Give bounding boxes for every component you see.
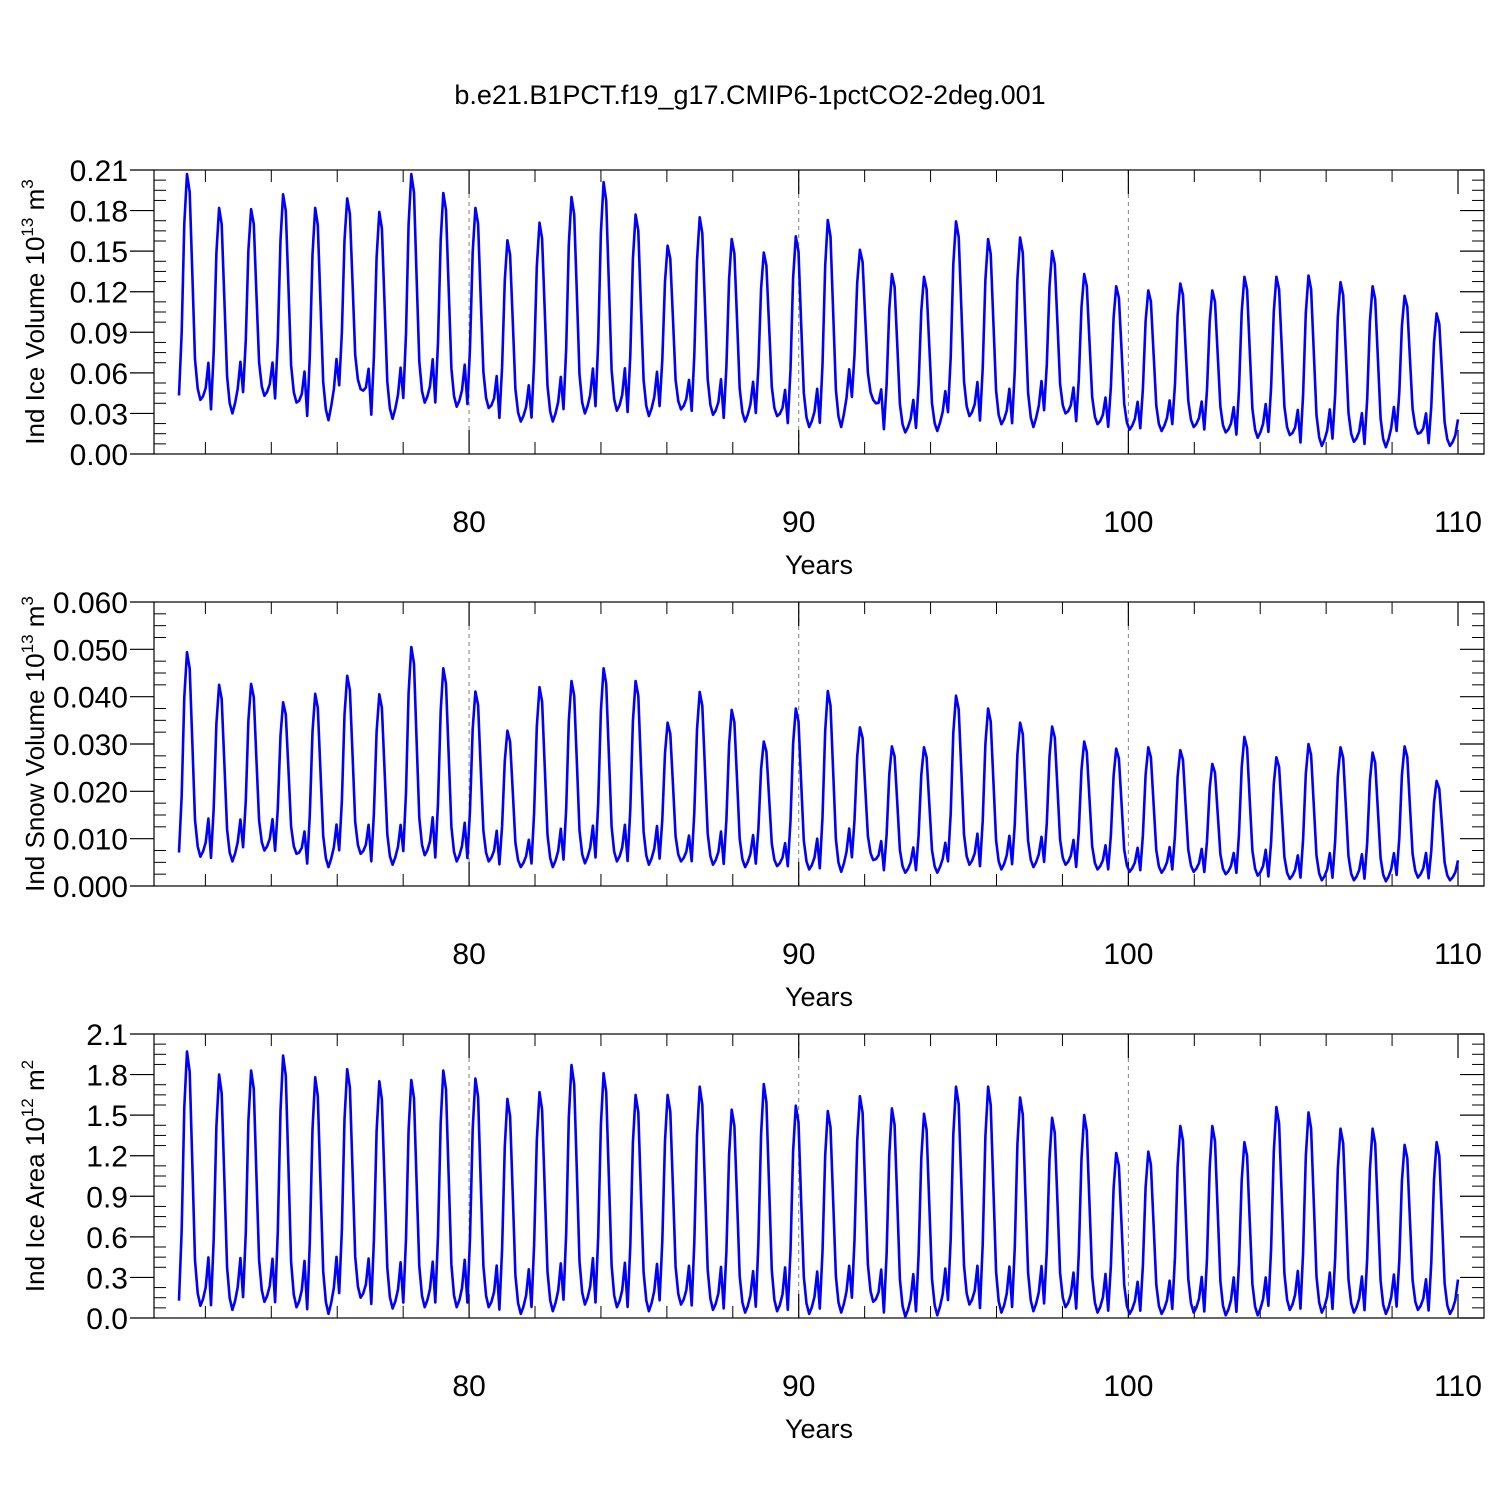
y-tick-label: 0.0 [86, 1303, 128, 1336]
snow-volume-chart: 0.000 0.010 0.020 0.030 0.040 0.050 0.060 80 90 1… [18, 587, 1485, 1012]
ice-volume-panel: 0.00 0.03 0.06 0.09 0.12 0.15 0.18 0.21 80 90 100 1… [0, 140, 1500, 580]
x-tick-label: 80 [452, 938, 485, 971]
ice-volume-chart: 0.00 0.03 0.06 0.09 0.12 0.15 0.18 0.21 80 90 100 1… [18, 155, 1485, 580]
y-tick-label: 0.060 [53, 587, 128, 620]
y-axis-label: Ind Ice Area 1012 m2 [18, 1060, 50, 1292]
x-tick-label: 90 [782, 506, 815, 539]
ice-area-chart: 0.0 0.3 0.6 0.9 1.2 1.5 1.8 2.1 80 90 100 110 Years I… [18, 1019, 1485, 1444]
y-tick-label: 0.9 [86, 1181, 128, 1214]
y-tick-label: 0.000 [53, 871, 128, 904]
x-axis-label: Years [785, 550, 853, 580]
x-axis-label: Years [785, 1414, 853, 1444]
x-tick-label: 110 [1434, 506, 1482, 539]
y-tick-label: 0.050 [53, 634, 128, 667]
x-tick-label: 110 [1434, 1370, 1482, 1403]
y-tick-label: 0.030 [53, 729, 128, 762]
y-tick-label: 1.2 [86, 1141, 128, 1174]
y-tick-label: 0.12 [70, 277, 128, 310]
y-tick-label: 0.03 [70, 398, 128, 431]
y-tick-label: 0.010 [53, 824, 128, 857]
y-tick-label: 1.5 [86, 1100, 128, 1133]
x-tick-label: 110 [1434, 938, 1482, 971]
series-line [177, 645, 1460, 883]
y-tick-label: 0.6 [86, 1222, 128, 1255]
y-tick-label: 0.040 [53, 682, 128, 715]
x-tick-label: 90 [782, 1370, 815, 1403]
series-line [177, 172, 1460, 449]
y-tick-label: 1.8 [86, 1060, 128, 1093]
y-tick-label: 0.15 [70, 236, 128, 269]
y-tick-label: 0.3 [86, 1262, 128, 1295]
figure-title: b.e21.B1PCT.f19_g17.CMIP6-1pctCO2-2deg.0… [454, 80, 1046, 110]
x-tick-label: 90 [782, 938, 815, 971]
ice-area-panel: 0.0 0.3 0.6 0.9 1.2 1.5 1.8 2.1 80 90 100 110 Years I… [0, 1004, 1500, 1444]
y-tick-label: 0.18 [70, 196, 128, 229]
series-line [177, 1050, 1460, 1318]
x-tick-label: 80 [452, 506, 485, 539]
y-tick-label: 0.00 [70, 439, 128, 472]
x-tick-label: 100 [1103, 938, 1153, 971]
x-tick-label: 100 [1103, 506, 1153, 539]
y-tick-label: 0.21 [70, 155, 128, 188]
snow-volume-panel: 0.000 0.010 0.020 0.030 0.040 0.050 0.060 80 90 1… [0, 572, 1500, 1012]
x-tick-label: 80 [452, 1370, 485, 1403]
y-tick-label: 2.1 [86, 1019, 128, 1052]
y-tick-label: 0.09 [70, 317, 128, 350]
y-tick-label: 0.06 [70, 358, 128, 391]
y-axis-label: Ind Snow Volume 1013 m3 [18, 596, 50, 892]
y-axis-label: Ind Ice Volume 1013 m3 [18, 179, 50, 444]
y-tick-label: 0.020 [53, 776, 128, 809]
x-axis-label: Years [785, 982, 853, 1012]
x-tick-label: 100 [1103, 1370, 1153, 1403]
